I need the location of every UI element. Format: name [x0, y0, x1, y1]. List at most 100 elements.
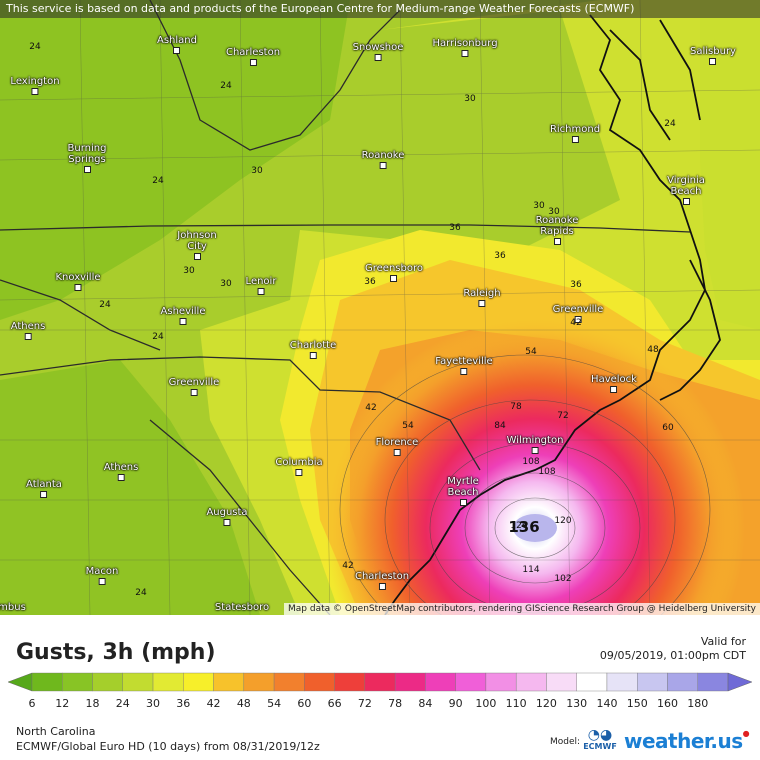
contour-label: 54: [402, 421, 414, 431]
contour-label: 36: [449, 223, 461, 233]
city-label[interactable]: Myrtle Beach: [438, 476, 488, 506]
city-label[interactable]: Burning Springs: [57, 143, 117, 173]
contour-label: 36: [364, 277, 376, 287]
city-label[interactable]: Greenville: [553, 304, 603, 323]
scale-max-arrow: [727, 672, 752, 692]
scale-tick-label: 84: [418, 697, 433, 710]
map-title: Gusts, 3h (mph): [16, 640, 216, 665]
scale-tick-label: 42: [206, 697, 221, 710]
contour-label: 126: [510, 521, 528, 531]
scale-swatch: [667, 672, 698, 692]
city-label[interactable]: Snowshoe: [353, 42, 403, 61]
max-gust-label: 136: [508, 518, 540, 536]
city-label[interactable]: Macon: [86, 566, 118, 585]
contour-label: 120: [554, 516, 572, 526]
scale-tick-label: 120: [535, 697, 557, 710]
scale-tick-label: 60: [297, 697, 312, 710]
state-borders: [0, 0, 691, 615]
scale-tick-label: 36: [176, 697, 191, 710]
city-label[interactable]: Raleigh: [463, 288, 501, 307]
scale-tick-label: 110: [505, 697, 527, 710]
city-label[interactable]: Salisbury: [690, 46, 736, 65]
city-label[interactable]: Wilmington: [507, 435, 563, 454]
scale-swatch: [455, 672, 487, 692]
scale-tick-label: 66: [327, 697, 342, 710]
region-name: North Carolina: [16, 725, 96, 738]
scale-tick-label: 12: [55, 697, 70, 710]
scale-swatch: [152, 672, 184, 692]
city-label[interactable]: Greensboro: [365, 263, 423, 282]
scale-swatch: [637, 672, 668, 692]
contour-label: 108: [538, 467, 556, 477]
city-label[interactable]: Athens: [104, 462, 138, 481]
scale-tick-label: 180: [687, 697, 709, 710]
contour-label: 30: [251, 166, 263, 176]
city-label[interactable]: Statesboro: [214, 602, 270, 613]
county-lines: [0, 0, 760, 615]
contour-label: 108: [522, 457, 540, 467]
scale-tick-label: 100: [475, 697, 497, 710]
ecmwf-logo[interactable]: ◔◕ ECMWF: [580, 728, 620, 756]
city-label[interactable]: Atlanta: [26, 479, 62, 498]
city-label[interactable]: Roanoke Rapids: [527, 215, 587, 245]
map-attribution[interactable]: Map data © OpenStreetMap contributors, r…: [284, 603, 760, 615]
valid-time: Valid for 09/05/2019, 01:00pm CDT: [600, 635, 746, 663]
contour-label: 24: [152, 332, 164, 342]
coastline: [384, 14, 721, 615]
legend-footer: Gusts, 3h (mph) Valid for 09/05/2019, 01…: [0, 615, 760, 760]
city-label[interactable]: Charleston: [226, 47, 280, 66]
city-label[interactable]: Augusta: [206, 507, 248, 526]
contour-label: 42: [570, 318, 582, 328]
city-label[interactable]: Asheville: [161, 306, 205, 325]
scale-tick-label: 140: [596, 697, 618, 710]
contour-label: 24: [29, 42, 41, 52]
city-label[interactable]: Lexington: [10, 76, 60, 95]
city-label[interactable]: Greenville: [169, 377, 219, 396]
contour-label: 30: [548, 207, 560, 217]
contour-label: 54: [525, 347, 537, 357]
city-label[interactable]: Richmond: [550, 124, 600, 143]
logo-mark-icon: ●: [742, 729, 750, 738]
city-label[interactable]: Charleston: [355, 571, 409, 590]
contour-label: 42: [365, 403, 377, 413]
scale-swatch: [304, 672, 335, 692]
color-scale-bar: [8, 672, 752, 692]
scale-swatch: [273, 672, 305, 692]
city-label[interactable]: Columbia: [275, 457, 323, 476]
city-label[interactable]: Fayetteville: [435, 356, 493, 375]
city-label[interactable]: Athens: [11, 321, 45, 340]
contour-label: 36: [494, 251, 506, 261]
city-label[interactable]: Ashland: [157, 35, 197, 54]
scale-swatch: [183, 672, 214, 692]
scale-tick-label: 90: [448, 697, 463, 710]
scale-tick-label: 78: [388, 697, 403, 710]
scale-tick-label: 150: [626, 697, 648, 710]
city-label[interactable]: Roanoke: [362, 150, 404, 169]
scale-tick-label: 160: [656, 697, 678, 710]
city-label[interactable]: Knoxville: [55, 272, 101, 291]
contour-label: 114: [522, 565, 540, 575]
forecast-map: This service is based on data and produc…: [0, 0, 760, 615]
scale-tick-label: 72: [357, 697, 372, 710]
city-label[interactable]: Johnson City: [167, 230, 227, 260]
scale-swatch: [31, 672, 63, 692]
field-18: [0, 0, 350, 320]
scale-tick-label: 48: [236, 697, 251, 710]
contour-label: 60: [662, 423, 674, 433]
contour-label: 24: [220, 81, 232, 91]
contour-label: 30: [183, 266, 195, 276]
city-label[interactable]: Charlotte: [290, 340, 336, 359]
city-label[interactable]: Florence: [376, 437, 418, 456]
contour-label: 84: [494, 421, 506, 431]
contour-label: 102: [554, 574, 572, 584]
city-label[interactable]: Havelock: [591, 374, 637, 393]
city-label[interactable]: Virginia Beach: [656, 175, 716, 205]
city-label[interactable]: Lenoir: [246, 276, 276, 295]
contour-label: 72: [557, 411, 569, 421]
weather-us-logo[interactable]: weather.us●: [624, 729, 750, 753]
scale-tick-label: 30: [146, 697, 161, 710]
city-label[interactable]: Harrisonburg: [432, 38, 498, 57]
color-scale-ticks: 6 12 18 24 30 36 42 48 54 60 66 72 78 84 90 100 110 120 13…: [0, 697, 760, 711]
city-label[interactable]: mbus: [0, 602, 26, 613]
ocean-east: [700, 0, 760, 330]
